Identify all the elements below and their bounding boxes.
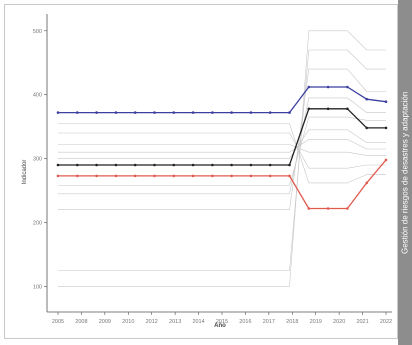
y-tick-label: 100 xyxy=(33,284,42,290)
data-point xyxy=(326,207,330,210)
x-tick-label: 2005 xyxy=(52,319,64,325)
data-point xyxy=(268,111,272,114)
data-point xyxy=(95,163,98,167)
data-point xyxy=(191,111,195,114)
x-tick-label: 2009 xyxy=(99,319,111,325)
data-point xyxy=(288,174,291,178)
data-point xyxy=(230,111,233,114)
series-line-6 xyxy=(58,68,386,210)
x-tick-label: 2022 xyxy=(380,319,392,325)
axes xyxy=(44,14,392,315)
data-point xyxy=(76,174,79,178)
y-axis-label: Indicador xyxy=(22,160,28,185)
data-point xyxy=(76,111,79,114)
data-point xyxy=(95,111,98,114)
series-line-3 xyxy=(58,159,387,210)
side-banner-text: Gestión de riesgos de desastres y adapta… xyxy=(400,91,410,254)
line-chart: 100 200 300 400 500 2005 2008 2009 2010 2012 2013 2… xyxy=(22,14,392,329)
x-tick-label: 2012 xyxy=(146,319,158,325)
data-point xyxy=(326,85,330,89)
data-point xyxy=(365,181,369,185)
data-point xyxy=(114,174,118,178)
series-line-10 xyxy=(58,139,386,153)
data-point xyxy=(268,174,272,178)
data-point xyxy=(172,163,176,167)
data-point xyxy=(365,97,369,101)
data-point xyxy=(95,174,98,178)
data-point xyxy=(153,174,156,178)
data-point xyxy=(268,163,272,167)
data-point xyxy=(56,111,60,114)
data-point xyxy=(346,85,349,89)
data-point xyxy=(307,107,311,111)
series-line-9 xyxy=(58,129,386,159)
data-point xyxy=(56,174,60,178)
x-tick-label: 2020 xyxy=(333,319,345,325)
data-point xyxy=(114,111,118,114)
y-tick-label: 300 xyxy=(33,157,42,163)
data-point xyxy=(172,174,176,178)
series-line-1 xyxy=(58,86,387,114)
data-point xyxy=(76,163,79,167)
data-point xyxy=(307,85,311,89)
x-tick-label: 2010 xyxy=(122,319,134,325)
data-point xyxy=(249,163,253,167)
series-line-13 xyxy=(58,123,386,184)
series-line-5 xyxy=(58,49,386,271)
data-point xyxy=(288,111,291,114)
series-line-8 xyxy=(58,116,386,186)
data-point xyxy=(230,174,233,178)
x-tick-label: 2017 xyxy=(263,319,275,325)
side-banner xyxy=(398,0,412,345)
data-point xyxy=(191,174,195,178)
data-point xyxy=(346,207,349,210)
data-point xyxy=(365,126,369,130)
data-point xyxy=(211,111,214,114)
x-tick-label: 2016 xyxy=(239,319,251,325)
data-point xyxy=(288,163,291,167)
x-tick-label: 2019 xyxy=(310,319,322,325)
series-line-2 xyxy=(58,108,386,166)
data-point xyxy=(230,163,233,167)
data-point xyxy=(384,100,388,103)
series-lines xyxy=(56,30,388,287)
x-tick-label: 2013 xyxy=(169,319,181,325)
data-point xyxy=(249,174,253,178)
series-line-11 xyxy=(58,144,386,156)
x-axis-label: Año xyxy=(214,323,226,329)
data-point xyxy=(346,107,349,111)
x-tick-label: 2021 xyxy=(356,319,368,325)
data-point xyxy=(211,174,214,178)
data-point xyxy=(326,107,330,111)
y-tick-label: 400 xyxy=(33,93,42,99)
data-point xyxy=(211,163,214,167)
y-tick-label: 500 xyxy=(33,29,42,35)
data-point xyxy=(191,163,195,167)
data-point xyxy=(384,126,388,130)
data-point xyxy=(384,158,388,162)
data-point xyxy=(56,163,60,167)
chart-frame xyxy=(4,4,398,339)
data-point xyxy=(133,111,137,114)
data-point xyxy=(153,163,156,167)
x-tick-label: 2018 xyxy=(286,319,298,325)
tick-labels: 100 200 300 400 500 2005 2008 2009 2010 2012 2013 2… xyxy=(33,29,392,325)
data-point xyxy=(133,163,137,167)
data-point xyxy=(307,207,311,210)
y-tick-label: 200 xyxy=(33,221,42,227)
data-point xyxy=(153,111,156,114)
x-tick-label: 2008 xyxy=(75,319,87,325)
series-line-12 xyxy=(58,132,386,169)
data-point xyxy=(133,174,137,178)
data-point xyxy=(249,111,253,114)
data-point xyxy=(172,111,176,114)
series-line-7 xyxy=(58,97,386,195)
series-line-4 xyxy=(58,30,386,287)
x-tick-label: 2014 xyxy=(192,319,204,325)
x-tick-label: 2015 xyxy=(216,319,228,325)
data-point xyxy=(114,163,118,167)
